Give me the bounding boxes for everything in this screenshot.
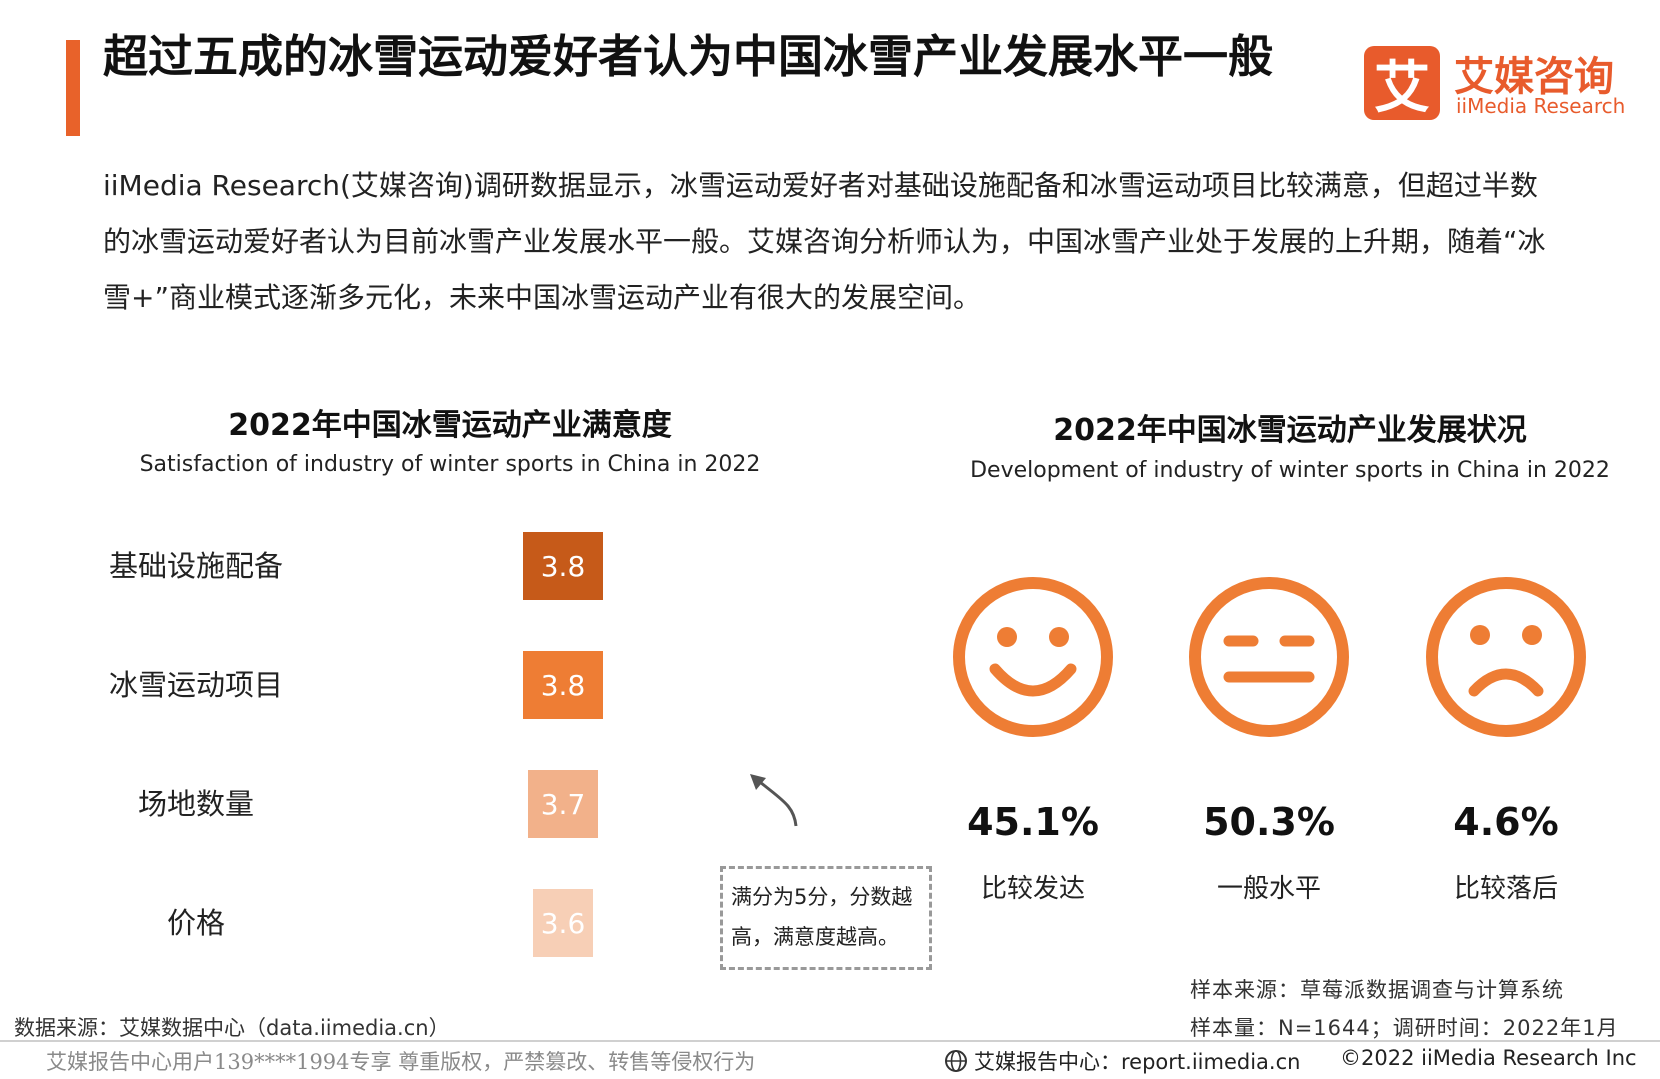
bar-value-label-0: 3.8 bbox=[541, 550, 586, 583]
data-source: 数据来源：艾媒数据中心（data.iimedia.cn） bbox=[14, 1016, 450, 1040]
copyright-watermark: 艾媒报告中心用户139****1994专享 尊重版权，严禁篡改、转售等侵权行为 bbox=[46, 1050, 756, 1074]
score-note-line2: 高，满意度越高。 bbox=[731, 925, 899, 949]
bar-category-label-1: 冰雪运动项目 bbox=[109, 668, 283, 702]
score-note-line1: 满分为5分，分数越 bbox=[731, 885, 913, 909]
score-note: 满分为5分，分数越 高，满意度越高。 bbox=[720, 866, 932, 970]
pct-average: 50.3% bbox=[1203, 800, 1335, 844]
sample-size: 样本量：N=1644；调研时间：2022年1月 bbox=[1190, 1016, 1619, 1040]
logo-mark: 艾 bbox=[1364, 46, 1440, 121]
smiling-face-icon bbox=[953, 577, 1113, 737]
sample-source: 样本来源：草莓派数据调查与计算系统 bbox=[1190, 978, 1564, 1002]
bar-0 bbox=[523, 532, 603, 600]
report-center-link[interactable]: 艾媒报告中心：report.iimedia.cn bbox=[944, 1046, 1300, 1076]
satisfaction-chart-subtitle: Satisfaction of industry of winter sport… bbox=[139, 452, 761, 477]
bar-3 bbox=[533, 889, 593, 957]
intro-paragraph: iiMedia Research(艾媒咨询)调研数据显示，冰雪运动爱好者对基础设… bbox=[103, 169, 1546, 314]
footer-divider bbox=[0, 1040, 1660, 1042]
logo-cn-text: 艾媒咨询 bbox=[1454, 54, 1614, 100]
neutral-face-icon bbox=[1189, 577, 1349, 737]
pct-developed: 45.1% bbox=[967, 800, 1099, 844]
bar-category-label-3: 价格 bbox=[167, 906, 225, 940]
satisfaction-bar-chart: 3.8 基础设施配备 3.8 冰雪运动项目 3.7 场地数量 3.6 价格 bbox=[109, 532, 603, 957]
sad-face-icon bbox=[1426, 577, 1586, 737]
note-arrow-icon bbox=[750, 774, 798, 827]
bar-value-label-3: 3.6 bbox=[541, 907, 586, 940]
satisfaction-chart-title: 2022年中国冰雪运动产业满意度 bbox=[228, 408, 672, 443]
page-title: 超过五成的冰雪运动爱好者认为中国冰雪产业发展水平一般 bbox=[103, 30, 1274, 83]
development-chart-title: 2022年中国冰雪运动产业发展状况 bbox=[1053, 413, 1527, 448]
globe-icon bbox=[945, 1050, 967, 1072]
bar-category-label-2: 场地数量 bbox=[138, 787, 254, 821]
bar-value-label-2: 3.7 bbox=[541, 788, 586, 821]
development-chart-subtitle: Development of industry of winter sports… bbox=[970, 458, 1610, 483]
copyright-text: ©2022 iiMedia Research Inc bbox=[1340, 1046, 1637, 1070]
label-average: 一般水平 bbox=[1216, 874, 1321, 904]
bar-value-label-1: 3.8 bbox=[541, 669, 586, 702]
bar-category-label-0: 基础设施配备 bbox=[109, 549, 283, 583]
label-lagging: 比较落后 bbox=[1453, 874, 1558, 904]
label-developed: 比较发达 bbox=[980, 874, 1085, 904]
pct-lagging: 4.6% bbox=[1453, 800, 1559, 844]
title-accent-bar bbox=[66, 40, 80, 136]
logo-en-text: iiMedia Research bbox=[1456, 94, 1626, 118]
report-center-text: 艾媒报告中心：report.iimedia.cn bbox=[974, 1050, 1301, 1074]
bar-1 bbox=[523, 651, 603, 719]
iimedia-logo: 艾 艾媒咨询 iiMedia Research bbox=[1364, 44, 1630, 124]
bar-2 bbox=[528, 770, 598, 838]
